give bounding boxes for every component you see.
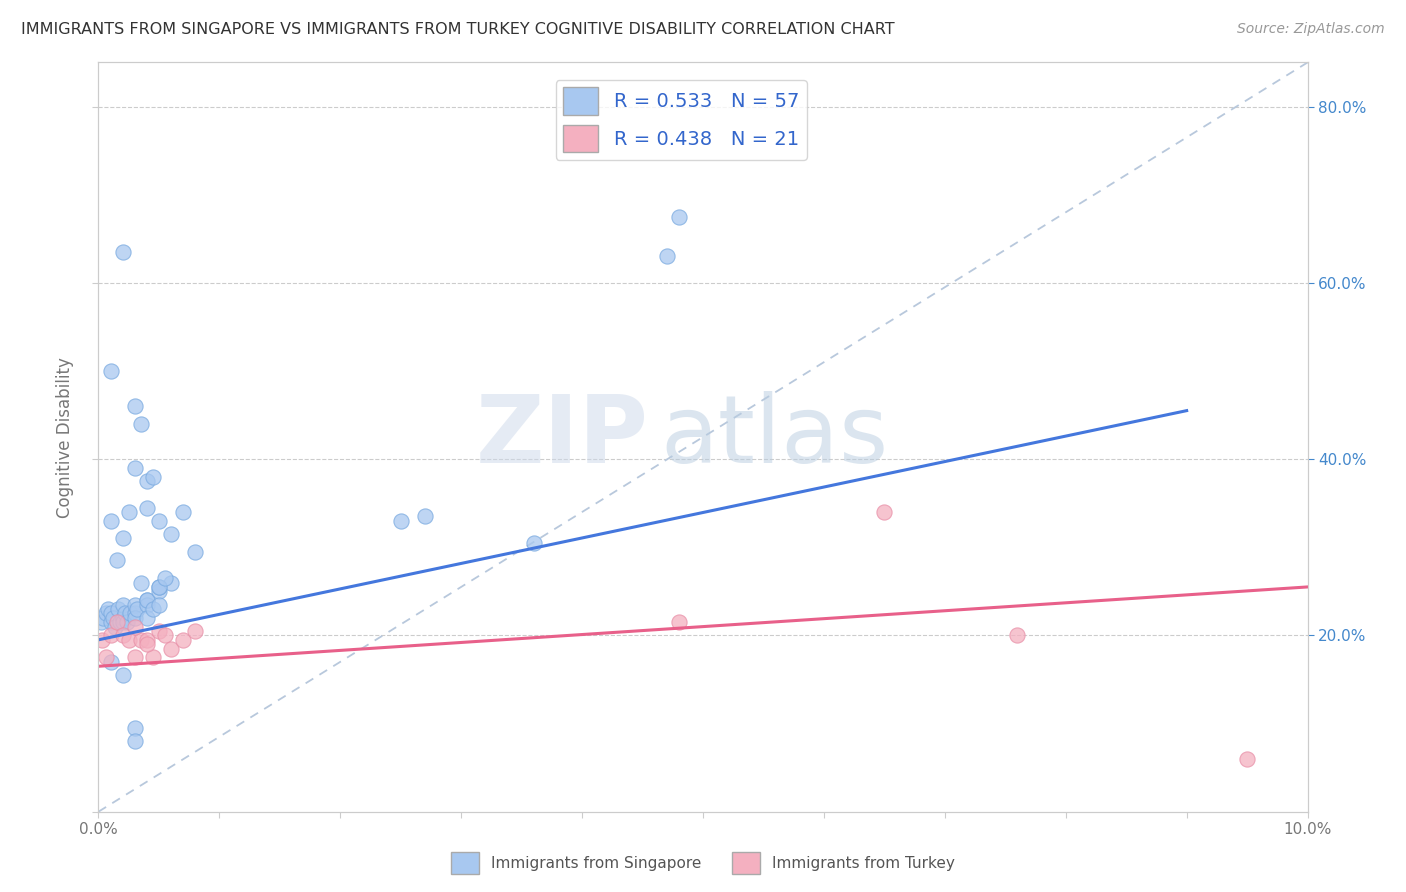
Point (148, 624, 170, 638)
Point (127, 602, 149, 616)
Legend: R = 0.533   N = 57, R = 0.438   N = 21: R = 0.533 N = 57, R = 0.438 N = 21 (555, 79, 807, 160)
Point (111, 532, 134, 546)
Point (129, 575, 152, 590)
Y-axis label: Cognitive Disability: Cognitive Disability (56, 357, 75, 517)
Point (142, 650, 165, 665)
Point (135, 611, 157, 625)
Point (97, 602, 120, 616)
Point (124, 721, 146, 735)
Text: ZIP: ZIP (475, 391, 648, 483)
Point (160, 527, 183, 541)
Point (413, 509, 436, 524)
Point (124, 611, 146, 625)
Point (135, 637, 157, 651)
Point (118, 505, 141, 519)
Point (135, 632, 157, 647)
Text: atlas: atlas (661, 391, 889, 483)
Point (107, 602, 129, 616)
Point (111, 598, 134, 612)
Point (124, 399, 146, 413)
Point (111, 615, 134, 630)
Point (389, 514, 412, 528)
Point (153, 571, 176, 585)
Point (100, 655, 122, 669)
Point (91, 611, 114, 625)
Point (184, 624, 207, 638)
Point (100, 514, 122, 528)
Point (148, 598, 170, 612)
Point (94, 650, 117, 665)
Point (124, 619, 146, 633)
Point (135, 500, 157, 515)
Point (160, 641, 183, 656)
Point (114, 607, 136, 621)
Point (100, 615, 122, 630)
Point (100, 628, 122, 642)
Point (142, 602, 165, 616)
Point (108, 615, 131, 630)
Point (135, 593, 157, 607)
Point (160, 575, 183, 590)
Point (135, 598, 157, 612)
Point (94, 607, 117, 621)
Point (104, 619, 127, 633)
Point (1007, 628, 1029, 642)
Point (124, 650, 146, 665)
Point (91, 632, 114, 647)
Point (118, 607, 141, 621)
Point (117, 615, 139, 630)
Point (153, 628, 176, 642)
Point (172, 632, 194, 647)
Point (100, 364, 122, 378)
Point (1236, 752, 1258, 766)
Point (655, 249, 678, 263)
Point (148, 514, 170, 528)
Point (111, 668, 134, 682)
Point (172, 505, 194, 519)
Point (148, 584, 170, 599)
Point (148, 580, 170, 594)
Point (105, 615, 128, 630)
Point (668, 615, 690, 630)
Point (111, 244, 134, 259)
Point (184, 544, 207, 558)
Point (142, 469, 165, 483)
Point (124, 461, 146, 475)
Point (124, 607, 146, 621)
Text: Source: ZipAtlas.com: Source: ZipAtlas.com (1237, 22, 1385, 37)
Point (135, 474, 157, 488)
Point (523, 536, 546, 550)
Legend: Immigrants from Singapore, Immigrants from Turkey: Immigrants from Singapore, Immigrants fr… (446, 846, 960, 880)
Text: IMMIGRANTS FROM SINGAPORE VS IMMIGRANTS FROM TURKEY COGNITIVE DISABILITY CORRELA: IMMIGRANTS FROM SINGAPORE VS IMMIGRANTS … (21, 22, 894, 37)
Point (111, 628, 134, 642)
Point (101, 611, 124, 625)
Point (668, 210, 690, 224)
Point (124, 734, 146, 748)
Point (873, 505, 896, 519)
Point (100, 607, 122, 621)
Point (129, 632, 152, 647)
Point (118, 632, 141, 647)
Point (129, 417, 152, 431)
Point (124, 598, 146, 612)
Point (105, 553, 128, 567)
Point (90, 615, 112, 630)
Point (135, 593, 157, 607)
Point (148, 580, 170, 594)
Point (111, 611, 134, 625)
